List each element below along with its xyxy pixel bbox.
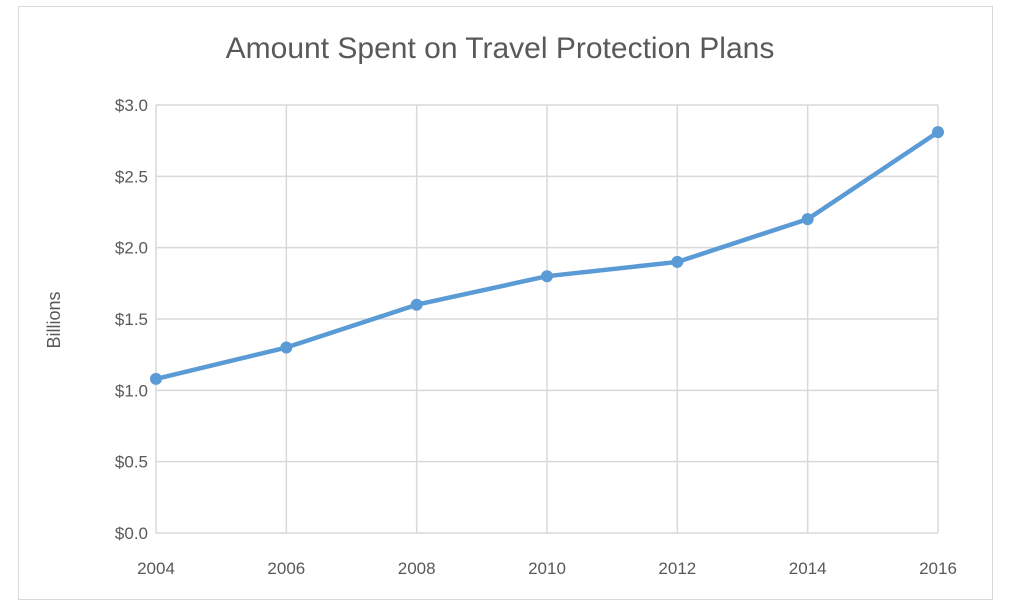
series-layer — [150, 126, 944, 385]
x-tick-label: 2014 — [789, 559, 827, 578]
gridlines — [155, 104, 939, 534]
x-tick-label: 2008 — [398, 559, 436, 578]
y-tick-label: $0.5 — [115, 453, 148, 472]
data-point — [932, 126, 944, 139]
data-point — [150, 372, 162, 385]
y-tick-label: $2.0 — [115, 239, 148, 258]
y-tick-label: $1.0 — [115, 381, 148, 400]
y-tick-label: $1.5 — [115, 310, 148, 329]
y-axis-label: Billions — [44, 291, 64, 348]
chart-title: Amount Spent on Travel Protection Plans — [226, 32, 775, 65]
data-point — [410, 298, 423, 311]
data-point — [541, 270, 553, 283]
y-tick-label: $2.5 — [115, 167, 148, 186]
x-tick-label: 2006 — [267, 559, 305, 578]
data-point — [280, 341, 293, 354]
x-tick-label: 2012 — [658, 559, 696, 578]
tick-labels: $0.0 $0.5 $1.0 $1.5 $2.0 $2.5 $3.0 2004 2006 2008… — [115, 96, 957, 578]
x-tick-label: 2004 — [137, 559, 175, 578]
data-point — [671, 255, 684, 268]
data-point — [801, 213, 814, 226]
y-tick-label: $3.0 — [115, 96, 148, 115]
x-tick-label: 2016 — [919, 559, 957, 578]
y-tick-label: $0.0 — [115, 524, 148, 543]
x-tick-label: 2010 — [528, 559, 566, 578]
